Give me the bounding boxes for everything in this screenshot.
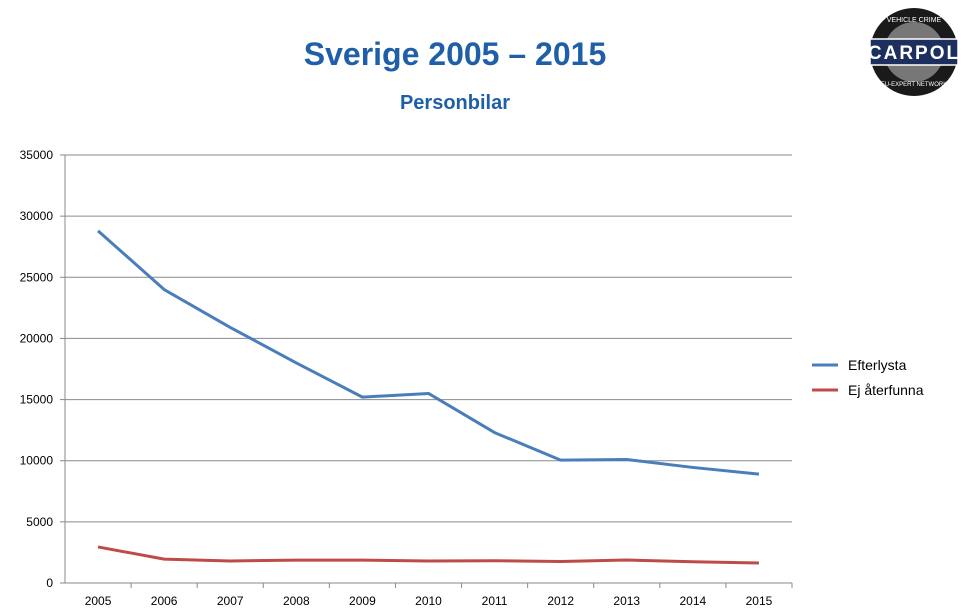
y-tick-label: 25000 bbox=[20, 270, 54, 284]
x-tick-label: 2010 bbox=[415, 594, 442, 608]
x-tick-label: 2015 bbox=[746, 594, 773, 608]
y-tick-label: 20000 bbox=[20, 331, 54, 345]
series-line-1 bbox=[97, 545, 759, 565]
x-tick-label: 2006 bbox=[151, 594, 178, 608]
svg-text:VEHICLE CRIME: VEHICLE CRIME bbox=[887, 17, 942, 24]
x-tick-label: 2009 bbox=[349, 594, 376, 608]
y-tick-label: 10000 bbox=[20, 454, 54, 468]
y-tick-label: 35000 bbox=[20, 148, 54, 162]
chart-title: Sverige 2005 – 2015 bbox=[303, 36, 607, 72]
carpol-logo: CARPOL VEHICLE CRIME EU-EXPERT NETWORK bbox=[868, 8, 960, 96]
x-tick-label: 2012 bbox=[547, 594, 574, 608]
svg-text:CARPOL: CARPOL bbox=[868, 43, 960, 64]
chart-subtitle: Personbilar bbox=[399, 92, 511, 114]
y-tick-label: 5000 bbox=[26, 515, 53, 529]
svg-text:EU-EXPERT NETWORK: EU-EXPERT NETWORK bbox=[881, 82, 947, 88]
legend-label: Ej återfunna bbox=[848, 382, 924, 398]
x-tick-label: 2008 bbox=[283, 594, 310, 608]
x-tick-label: 2005 bbox=[85, 594, 112, 608]
y-tick-label: 30000 bbox=[20, 209, 54, 223]
x-tick-label: 2007 bbox=[217, 594, 244, 608]
y-tick-label: 0 bbox=[46, 576, 53, 590]
series-line-0 bbox=[97, 229, 760, 476]
y-tick-label: 15000 bbox=[20, 393, 54, 407]
x-tick-label: 2011 bbox=[482, 594, 508, 608]
legend-label: Efterlysta bbox=[848, 357, 907, 373]
x-tick-label: 2013 bbox=[613, 594, 640, 608]
x-tick-label: 2014 bbox=[680, 594, 707, 608]
